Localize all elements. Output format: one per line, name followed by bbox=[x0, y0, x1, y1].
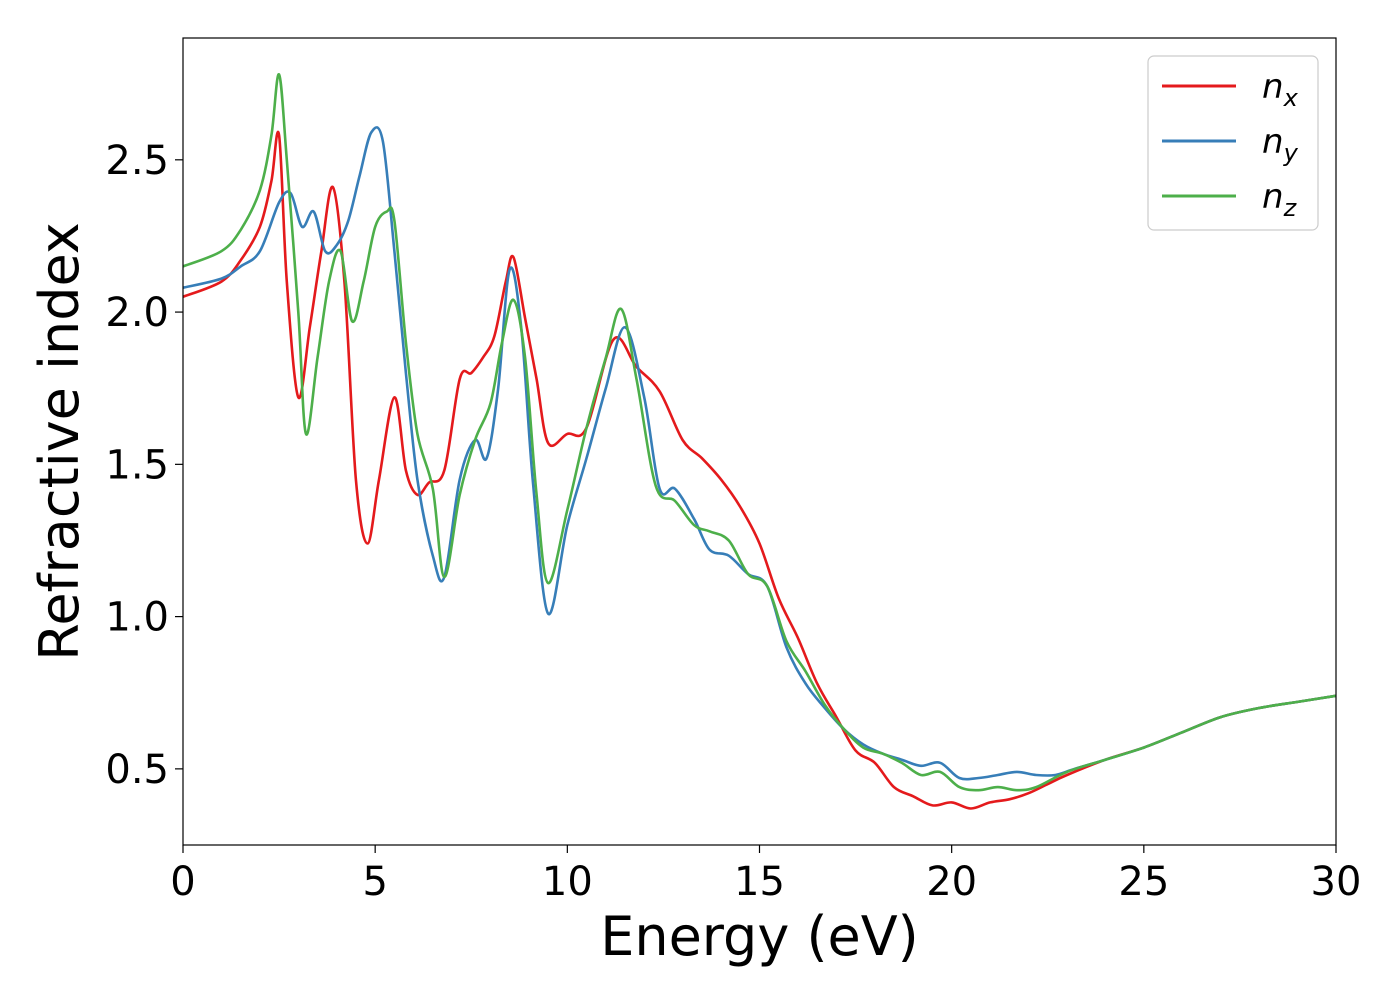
legend-box bbox=[1147, 55, 1319, 231]
x-tick-label: 5 bbox=[362, 859, 387, 905]
legend-label-main: n bbox=[1262, 122, 1284, 162]
legend-label-z: nz bbox=[1262, 177, 1298, 222]
series-line-y bbox=[183, 126, 1336, 781]
x-tick-label: 10 bbox=[542, 859, 593, 905]
legend-label-main: n bbox=[1262, 177, 1284, 217]
series-line-x bbox=[183, 130, 1336, 810]
series-line-z bbox=[183, 73, 1336, 792]
y-tick-label: 2.0 bbox=[105, 290, 169, 336]
series-layer bbox=[183, 73, 1336, 810]
y-axis: 0.5 1.0 1.5 2.0 2.5 bbox=[105, 138, 183, 793]
x-tick-label: 30 bbox=[1311, 859, 1362, 905]
x-axis-title: Energy (eV) bbox=[600, 905, 919, 968]
legend-label-subscript: x bbox=[1283, 84, 1299, 112]
x-axis: 0 5 10 15 20 25 30 bbox=[170, 845, 1361, 905]
y-tick-label: 2.5 bbox=[105, 138, 169, 184]
x-tick-label: 0 bbox=[170, 859, 195, 905]
y-tick-label: 0.5 bbox=[105, 747, 169, 793]
legend-label-y: ny bbox=[1262, 122, 1299, 167]
x-tick-label: 15 bbox=[734, 859, 785, 905]
x-tick-label: 20 bbox=[926, 859, 977, 905]
x-tick-label: 25 bbox=[1118, 859, 1169, 905]
y-axis-title: Refractive index bbox=[28, 222, 91, 661]
legend-label-subscript: y bbox=[1283, 139, 1299, 167]
y-tick-label: 1.5 bbox=[105, 442, 169, 488]
legend-label-subscript: z bbox=[1283, 194, 1298, 222]
legend-label-main: n bbox=[1262, 67, 1284, 107]
y-tick-label: 1.0 bbox=[105, 595, 169, 641]
legend-label-x: nx bbox=[1262, 67, 1299, 112]
